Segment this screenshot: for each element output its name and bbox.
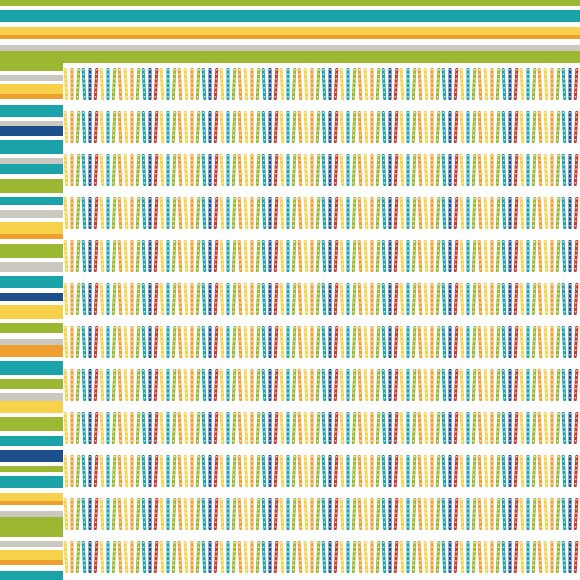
stripe [0, 35, 580, 39]
stripe [0, 45, 580, 51]
stripe [0, 10, 580, 22]
stripe [0, 27, 580, 35]
stripe [0, 51, 580, 57]
candle-print [63, 63, 580, 580]
stripe [0, 0, 580, 6]
